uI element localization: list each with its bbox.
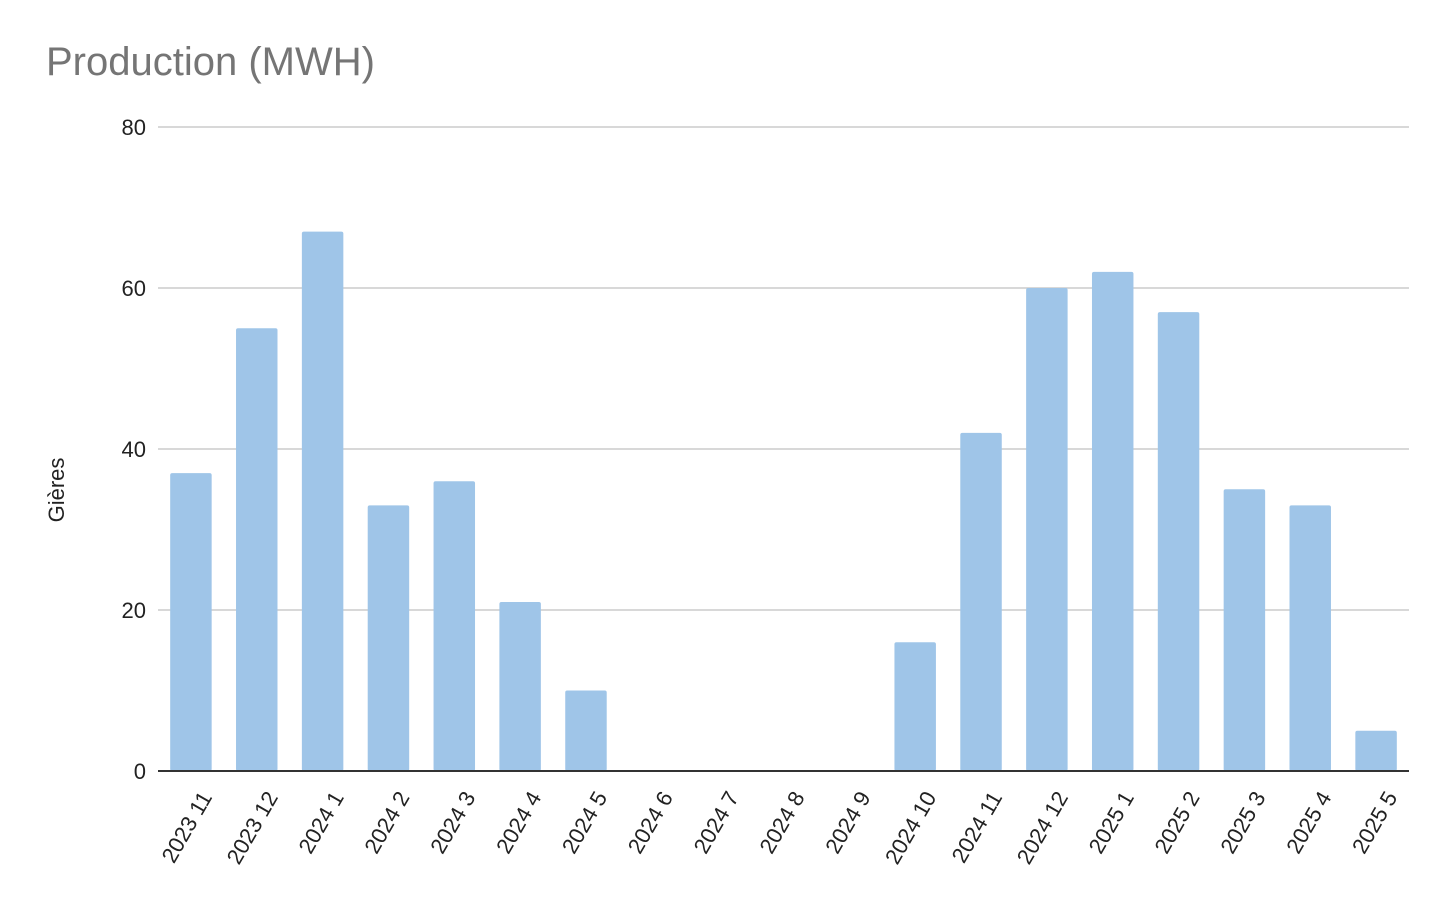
bar-2024-2 [367,505,410,771]
bar-2025-4 [1289,505,1331,771]
bar-2024-10 [894,642,936,771]
x-tick-label: 2025 3 [1215,787,1270,858]
bar-2024-3 [433,481,476,771]
bar-2024-1 [301,231,344,771]
bar-2023-12 [236,328,278,771]
y-tick-label: 20 [122,598,146,623]
y-axis-title: Gières [44,458,69,523]
x-tick-label: 2024 3 [425,787,480,858]
gridlines [158,126,1409,611]
x-tick-label: 2024 1 [293,787,348,858]
x-tick-label: 2024 4 [491,787,546,858]
x-tick-label: 2023 12 [222,787,283,868]
x-tick-label: 2025 5 [1347,787,1402,858]
x-tick-label: 2025 4 [1281,787,1336,858]
bar-2024-12 [1026,288,1068,771]
y-tick-labels: 0 20 40 60 80 [122,115,146,784]
y-tick-label: 0 [134,759,146,784]
bar-2025-2 [1157,312,1200,771]
x-tick-label: 2024 7 [689,787,744,858]
y-tick-label: 40 [122,437,146,462]
y-tick-label: 60 [122,276,146,301]
x-tick-label: 2025 1 [1084,787,1139,858]
x-tick-label: 2025 2 [1149,787,1204,858]
x-tick-label: 2024 11 [947,787,1008,867]
x-tick-label: 2024 10 [880,787,941,868]
bar-2024-4 [499,601,541,771]
x-tick-label: 2024 12 [1012,787,1073,868]
bar-2024-11 [960,432,1002,771]
x-tick-label: 2023 11 [157,787,218,867]
bar-2025-3 [1223,489,1266,771]
x-tick-label: 2024 2 [359,787,414,858]
chart-title: Production (MWH) [46,40,375,84]
x-tick-label: 2024 5 [557,787,612,858]
y-tick-label: 80 [122,115,146,140]
x-tick-label: 2024 6 [623,787,678,858]
x-tick-labels: 2023 11 2023 12 2024 1 2024 2 2024 3 2024 4 20… [157,787,1403,868]
bar-2023-11 [170,473,212,771]
x-tick-label: 2024 9 [820,787,875,858]
bars [170,231,1397,771]
bar-2025-1 [1091,271,1134,771]
bar-2024-5 [565,690,607,771]
x-tick-label: 2024 8 [754,787,809,858]
bar-2025-5 [1355,730,1397,771]
